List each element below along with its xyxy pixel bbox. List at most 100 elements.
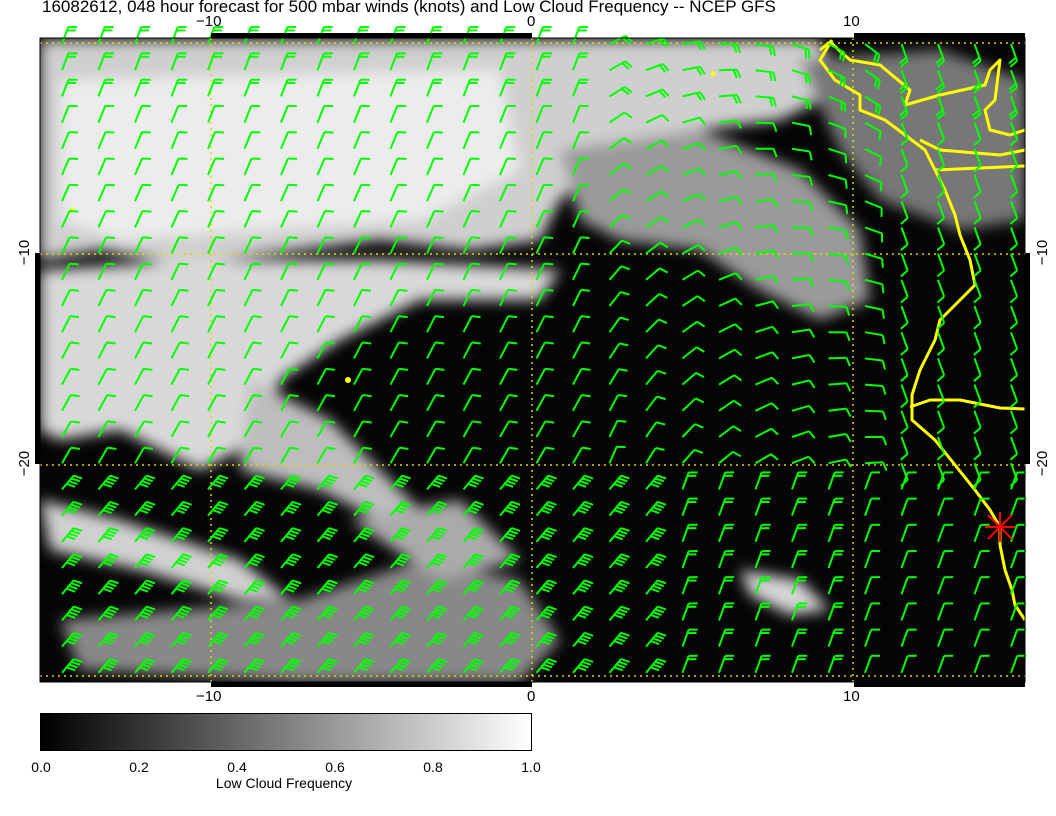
barb-feather xyxy=(504,482,514,488)
barb-feather xyxy=(875,54,881,64)
barb-feather xyxy=(540,561,550,567)
barb-staff xyxy=(755,198,774,203)
barb-feather xyxy=(219,527,229,532)
barb-feather xyxy=(289,315,299,319)
wind-barb xyxy=(828,252,850,266)
wind-barb xyxy=(207,104,224,123)
barb-feather xyxy=(581,477,592,483)
barb-feather xyxy=(511,631,521,637)
wind-barb xyxy=(170,78,188,97)
barb-staff xyxy=(499,341,510,359)
wind-barb xyxy=(973,227,982,251)
wind-barb xyxy=(134,78,151,97)
barb-staff xyxy=(389,210,399,228)
barb-feather xyxy=(215,210,225,213)
barb-feather xyxy=(735,119,742,129)
barb-feather xyxy=(102,666,112,672)
wind-barb xyxy=(754,453,779,465)
wind-barb xyxy=(243,420,263,438)
wind-barb xyxy=(61,288,80,307)
wind-barb xyxy=(608,445,626,464)
wind-barb xyxy=(608,316,630,333)
barb-feather xyxy=(107,608,117,614)
barb-feather xyxy=(470,663,480,669)
barb-feather xyxy=(106,341,116,345)
barb-staff xyxy=(973,227,982,245)
barb-feather xyxy=(581,634,592,640)
wind-barb xyxy=(791,303,815,313)
barb-staff xyxy=(973,629,982,647)
wind-barb xyxy=(316,341,335,359)
barb-feather xyxy=(662,37,670,47)
barb-feather xyxy=(659,241,669,249)
barb-feather xyxy=(658,64,667,73)
barb-feather xyxy=(66,640,76,645)
wind-barb xyxy=(827,497,844,516)
barb-feather xyxy=(70,341,80,345)
barb-feather xyxy=(435,420,445,424)
wind-barb xyxy=(608,553,630,569)
barb-feather xyxy=(973,164,982,173)
wind-barb xyxy=(353,500,375,517)
barb-staff xyxy=(572,289,582,307)
wind-barb xyxy=(828,121,847,138)
wind-barb xyxy=(207,288,226,307)
barb-feather xyxy=(623,111,633,119)
barb-feather xyxy=(699,66,706,75)
wind-barb xyxy=(572,446,592,464)
barb-feather xyxy=(289,608,300,614)
wind-barb xyxy=(682,40,706,51)
barb-feather xyxy=(105,637,115,643)
barb-staff xyxy=(1010,550,1019,569)
barb-feather xyxy=(504,587,514,593)
barb-feather xyxy=(660,165,670,173)
wind-barb xyxy=(718,549,735,569)
wind-barb xyxy=(754,549,771,569)
barb-feather xyxy=(471,236,481,239)
barb-feather xyxy=(581,660,592,666)
barb-staff xyxy=(973,253,982,271)
wind-barb xyxy=(462,131,480,150)
barb-feather xyxy=(394,509,404,514)
wind-barb xyxy=(316,262,335,281)
barb-feather xyxy=(219,500,229,506)
barb-feather xyxy=(543,611,553,617)
barb-staff xyxy=(535,131,545,150)
wind-barb xyxy=(134,183,152,202)
barb-feather xyxy=(699,40,706,50)
barb-feather xyxy=(73,579,83,585)
barb-feather xyxy=(472,446,482,451)
barb-staff xyxy=(645,267,661,281)
wind-barb xyxy=(718,425,742,438)
barb-feather xyxy=(900,112,909,120)
island xyxy=(710,71,716,77)
barb-feather xyxy=(73,553,83,559)
barb-staff xyxy=(937,122,946,140)
wind-barb xyxy=(134,474,156,491)
barb-feather xyxy=(474,474,484,480)
wind-barb xyxy=(353,131,370,150)
wind-barb xyxy=(572,658,594,674)
barb-staff xyxy=(97,158,107,176)
barb-feather xyxy=(360,663,370,669)
wind-barb xyxy=(827,576,844,595)
barb-feather xyxy=(143,529,154,535)
barb-staff xyxy=(864,357,883,362)
wind-barb xyxy=(389,157,407,176)
wind-barb xyxy=(1009,253,1019,278)
wind-barb xyxy=(1008,43,1019,68)
barb-feather xyxy=(547,553,557,559)
wind-barb xyxy=(462,500,484,517)
wind-barb xyxy=(900,358,909,382)
wind-barb xyxy=(97,579,119,595)
barb-staff xyxy=(535,210,545,228)
wind-barb xyxy=(572,553,594,569)
barb-feather xyxy=(658,318,668,325)
wind-barb xyxy=(900,122,909,147)
barb-staff xyxy=(61,368,72,386)
wind-barb xyxy=(645,447,665,464)
barb-feather xyxy=(618,582,628,588)
wind-barb xyxy=(535,78,553,97)
wind-barb xyxy=(900,279,909,304)
barb-staff xyxy=(535,263,546,281)
